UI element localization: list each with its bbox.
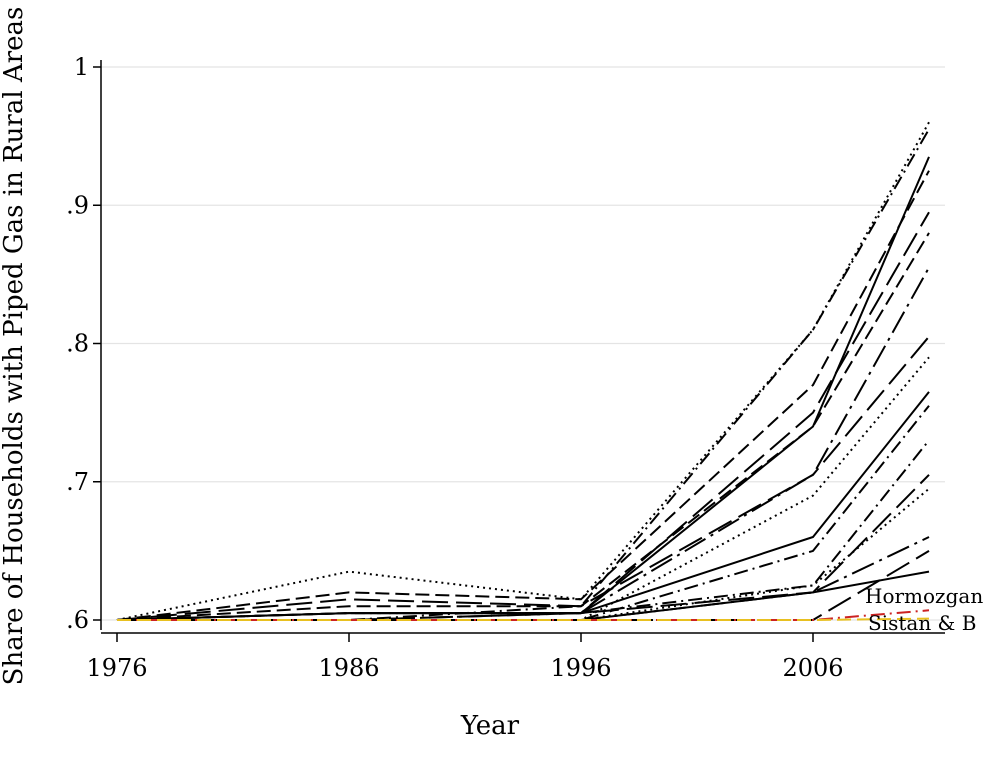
y-tick-label: .7 bbox=[66, 468, 89, 496]
y-tick-label: 1 bbox=[74, 53, 89, 81]
y-tick-label: .6 bbox=[66, 606, 89, 634]
series-line-3 bbox=[116, 156, 930, 621]
x-tick-label: 1976 bbox=[86, 654, 147, 682]
series-line-10 bbox=[116, 391, 930, 621]
grid-lines bbox=[101, 66, 945, 621]
tick-labels: .6 .7 .8 .9 1 1976 1986 1996 2006 bbox=[66, 53, 843, 682]
series-line-6 bbox=[116, 232, 930, 621]
series-line-14 bbox=[117, 487, 930, 621]
series-line-8 bbox=[116, 335, 930, 621]
series-line-11 bbox=[117, 405, 930, 621]
series-line-4 bbox=[116, 170, 930, 621]
series-line-7 bbox=[117, 267, 930, 621]
x-axis-title: Year bbox=[460, 711, 520, 741]
x-tick-label: 1996 bbox=[550, 654, 611, 682]
y-axis-title: Share of Households with Piped Gas in Ru… bbox=[0, 7, 29, 686]
x-tick-label: 1986 bbox=[318, 654, 379, 682]
series-line-1 bbox=[116, 121, 930, 621]
annotation-sistan: Sistan & B bbox=[868, 611, 976, 635]
x-tick-label: 2006 bbox=[782, 654, 843, 682]
axes bbox=[100, 60, 945, 634]
y-tick-label: .9 bbox=[66, 191, 89, 219]
annotation-hormozgan: Hormozgan bbox=[865, 584, 983, 608]
series-lines bbox=[116, 121, 930, 621]
series-line-12 bbox=[116, 439, 930, 621]
series-line-19 bbox=[117, 617, 930, 621]
series-line-5 bbox=[116, 211, 930, 621]
series-line-9 bbox=[117, 356, 930, 621]
series-line-15 bbox=[117, 536, 930, 621]
series-line-18 bbox=[117, 609, 930, 621]
y-tick-label: .8 bbox=[66, 330, 89, 358]
series-line-2 bbox=[117, 128, 930, 621]
